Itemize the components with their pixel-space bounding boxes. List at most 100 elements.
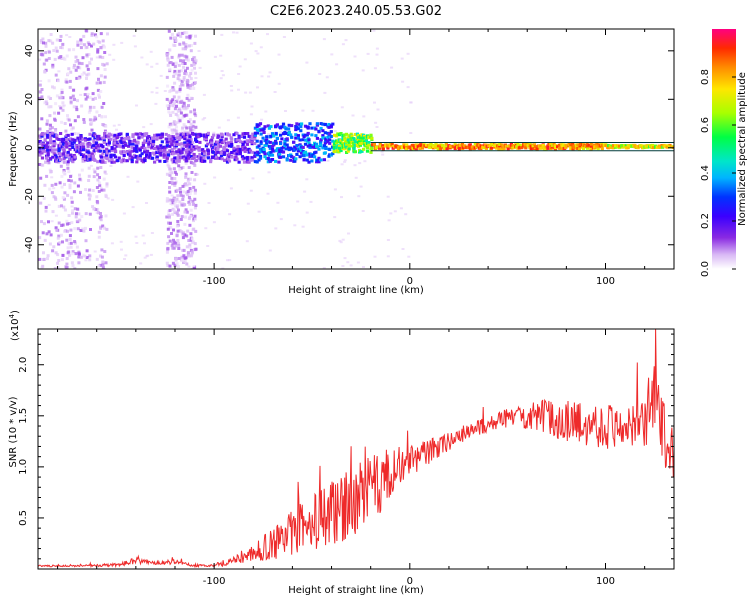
spectrogram-band-cell (294, 128, 298, 132)
spectrogram-background-cell (155, 91, 159, 94)
spectrogram-band-cell (370, 147, 374, 151)
spectrogram-scatter-cell (181, 198, 185, 201)
spectrogram-band-cell (253, 151, 257, 155)
spectrogram-scatter-cell (178, 229, 182, 233)
spectrogram-scatter-cell (52, 86, 56, 90)
spectrogram-scatter-cell (55, 38, 59, 42)
spectrogram-band-cell (449, 145, 453, 149)
spectrogram-band-cell (556, 145, 560, 149)
spectrogram-band-cell (329, 135, 333, 138)
spectrogram-band-cell (265, 135, 269, 139)
spectrogram-scatter-cell (74, 215, 78, 219)
spectrogram-scatter-cell (178, 87, 182, 91)
spectrogram-band-cell (554, 145, 558, 149)
spectrogram-band-cell (127, 137, 131, 141)
spectrogram-band-cell (369, 150, 373, 154)
spectrogram-background-cell (279, 218, 283, 221)
spectrogram-scatter-cell (69, 245, 73, 249)
spectrogram-scatter-cell (177, 243, 181, 247)
spectrogram-scatter-cell (60, 57, 64, 60)
spectrogram-band-cell (64, 140, 68, 144)
spectrogram-background-cell (343, 257, 347, 260)
spectrogram-scatter-cell (92, 105, 96, 109)
spectrogram-band-cell (600, 147, 604, 151)
spectrogram-band-cell (319, 122, 323, 126)
spectrogram-scatter-cell (170, 176, 174, 180)
spectrogram-scatter-cell (89, 228, 92, 231)
spectrogram-background-cell (150, 91, 154, 94)
spectrogram-band-cell (91, 134, 95, 138)
spectrogram-band-cell (170, 148, 174, 152)
spectrogram-band-cell (287, 127, 291, 131)
spectrogram-scatter-cell (181, 105, 185, 109)
spectrogram-band-cell (305, 133, 309, 137)
spectrogram-band-cell (102, 141, 106, 145)
spectrogram-background-cell (322, 38, 326, 41)
spectrogram-band-cell (307, 141, 311, 145)
spectrogram-scatter-cell (179, 193, 183, 197)
spectrogram-background-cell (353, 164, 357, 167)
spectrogram-band-cell (99, 137, 103, 141)
spectrogram-scatter-cell (44, 100, 48, 104)
spectrogram-scatter-cell (60, 185, 64, 189)
spectrogram-band-cell (326, 135, 330, 139)
spectrogram-scatter-cell (54, 182, 58, 186)
spectrogram-band-cell (498, 142, 502, 146)
spectrogram-scatter-cell (176, 110, 180, 113)
spectrogram-band-cell (198, 148, 202, 152)
spectrogram-scatter-cell (91, 205, 95, 209)
snr-x-tick-label: -100 (203, 576, 226, 587)
spectrogram-scatter-cell (58, 38, 62, 42)
spectrogram-scatter-cell (56, 236, 60, 240)
spectrogram-band-cell (248, 138, 253, 141)
spectrogram-band-cell (160, 132, 164, 136)
spectrogram-scatter-cell (180, 255, 184, 259)
spectrogram-scatter-cell (77, 76, 81, 80)
spectrogram-scatter-cell (95, 35, 99, 39)
spectrogram-band-cell (461, 146, 465, 150)
spectrogram-band-cell (159, 144, 163, 148)
spectrogram-band-cell (40, 156, 45, 160)
spectrogram-scatter-cell (51, 65, 55, 69)
spectrogram-band-cell (255, 139, 259, 143)
spectrogram-band-cell (168, 149, 172, 153)
spectrogram-band-cell (71, 146, 75, 149)
spectrogram-band-cell (220, 157, 224, 161)
spectrogram-band-cell (296, 127, 300, 131)
spectrogram-scatter-cell (69, 96, 73, 100)
spectrogram-background-cell (213, 176, 217, 179)
spectrogram-band-cell (136, 132, 140, 136)
spectrogram-scatter-cell (60, 174, 64, 178)
spectrogram-scatter-cell (166, 163, 170, 167)
spectrogram-band-cell (210, 144, 214, 148)
spectrogram-band-cell (458, 143, 463, 147)
spectrogram-band-cell (222, 139, 226, 143)
spectrogram-band-cell (259, 142, 263, 146)
spectrogram-scatter-cell (96, 48, 100, 52)
spectrogram-scatter-cell (95, 257, 99, 261)
spectrogram-scatter-cell (40, 163, 44, 167)
spectrogram-scatter-cell (45, 122, 49, 126)
spectrogram-scatter-cell (72, 98, 76, 102)
spectrogram-scatter-cell (78, 218, 82, 222)
spectrogram-scatter-cell (185, 191, 188, 195)
spectrogram-scatter-cell (59, 46, 63, 49)
spectrogram-band-cell (240, 134, 245, 138)
spectrogram-scatter-cell (98, 40, 102, 44)
spectrogram-scatter-cell (180, 201, 184, 205)
spectrogram-band-cell (41, 144, 45, 147)
spectrogram-scatter-cell (68, 186, 72, 190)
spectrogram-band-cell (424, 143, 428, 147)
spectrogram-background-cell (301, 225, 305, 228)
spectrogram-band-cell (177, 137, 181, 141)
spectrogram-band-cell (162, 145, 166, 149)
spectrogram-scatter-cell (166, 58, 170, 62)
spectrogram-scatter-cell (41, 264, 45, 268)
spectrogram-band-cell (157, 133, 161, 137)
spectrogram-scatter-cell (192, 202, 195, 206)
spectrogram-background-cell (357, 195, 361, 198)
spectrogram-band-cell (60, 145, 64, 149)
spectrogram-background-cell (86, 93, 90, 96)
spectrogram-scatter-cell (72, 63, 76, 67)
spectrogram-band-cell (197, 156, 201, 160)
